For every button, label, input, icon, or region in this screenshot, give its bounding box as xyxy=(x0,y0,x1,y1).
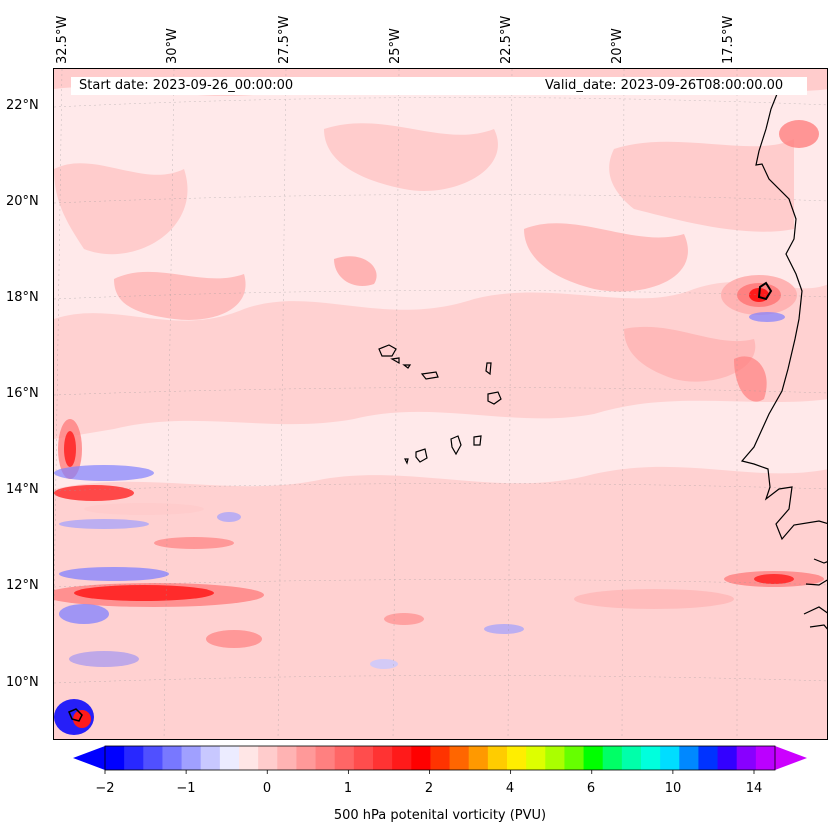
colorbar-extend-low xyxy=(73,746,105,770)
colorbar-segment xyxy=(679,746,700,770)
lat-label: 16°N xyxy=(6,386,39,401)
colorbar-segment xyxy=(315,746,336,770)
colorbar-segment xyxy=(755,746,776,770)
lat-label: 12°N xyxy=(6,578,39,593)
colorbar-segment xyxy=(717,746,738,770)
colorbar-segment xyxy=(698,746,719,770)
start-date-label: Start date: 2023-09-26_00:00:00 xyxy=(79,78,294,93)
coastlines xyxy=(68,88,827,722)
colorbar-tick-label: 4 xyxy=(505,781,515,796)
map-panel xyxy=(53,68,828,740)
colorbar-segment xyxy=(105,746,125,770)
colorbar-segment xyxy=(239,746,259,770)
lon-label: 17.5°W xyxy=(721,15,736,64)
colorbar-segment xyxy=(507,746,527,770)
colorbar-segment xyxy=(296,746,317,770)
colorbar-segment xyxy=(526,746,546,770)
colorbar-segment xyxy=(258,746,278,770)
colorbar-segment xyxy=(641,746,661,770)
lon-label: 30°W xyxy=(165,28,180,64)
valid-date-label: Valid_date: 2023-09-26T08:00:00.00 xyxy=(545,78,784,93)
lat-label: 10°N xyxy=(6,675,39,690)
colorbar-segment xyxy=(430,746,451,770)
lat-label: 22°N xyxy=(6,98,39,113)
colorbar-segment xyxy=(373,746,393,770)
colorbar-tick-label: −2 xyxy=(95,781,115,796)
colorbar-tick-label: 6 xyxy=(586,781,596,796)
lon-label: 22.5°W xyxy=(499,15,514,64)
colorbar-extend-high xyxy=(775,746,807,770)
colorbar-title: 500 hPa potenital vorticity (PVU) xyxy=(333,808,547,823)
colorbar-segment xyxy=(392,746,412,770)
lon-label: 27.5°W xyxy=(277,15,292,64)
colorbar-segment xyxy=(334,746,355,770)
colorbar-segment xyxy=(411,746,432,770)
colorbar-segment xyxy=(124,746,144,770)
colorbar-tick-label: 10 xyxy=(664,781,682,796)
lon-label: 32.5°W xyxy=(55,15,70,64)
colorbar-segment xyxy=(200,746,221,770)
graticule xyxy=(54,69,827,739)
colorbar-segment xyxy=(621,746,642,770)
colorbar-segment xyxy=(143,746,164,770)
colorbar-tick-label: 0 xyxy=(262,781,272,796)
colorbar-tick-label: 14 xyxy=(745,781,763,796)
colorbar-segment xyxy=(353,746,374,770)
colorbar-tick-label: 1 xyxy=(343,781,353,796)
colorbar-segment xyxy=(583,746,604,770)
colorbar-segment xyxy=(602,746,623,770)
lat-label: 14°N xyxy=(6,482,39,497)
lon-label: 20°W xyxy=(610,28,625,64)
colorbar-segment xyxy=(468,746,489,770)
colorbar-segment xyxy=(162,746,183,770)
colorbar-segment xyxy=(487,746,508,770)
colorbar-segment xyxy=(449,746,470,770)
lat-label: 18°N xyxy=(6,290,39,305)
lon-label: 25°W xyxy=(388,28,403,64)
colorbar-outline xyxy=(104,745,776,771)
info-bar xyxy=(71,77,807,95)
colorbar-tick-label: 2 xyxy=(424,781,434,796)
colorbar-segment xyxy=(545,746,566,770)
colorbar-segments xyxy=(105,746,776,770)
colorbar-segment xyxy=(736,746,757,770)
colorbar-segment xyxy=(660,746,680,770)
colorbar-segment xyxy=(277,746,298,770)
colorbar-segment xyxy=(564,746,585,770)
lat-label: 20°N xyxy=(6,194,39,209)
pv-field-map xyxy=(54,69,827,739)
colorbar-segment xyxy=(219,746,240,770)
colorbar-segment xyxy=(181,746,202,770)
colorbar-tick-label: −1 xyxy=(176,781,196,796)
